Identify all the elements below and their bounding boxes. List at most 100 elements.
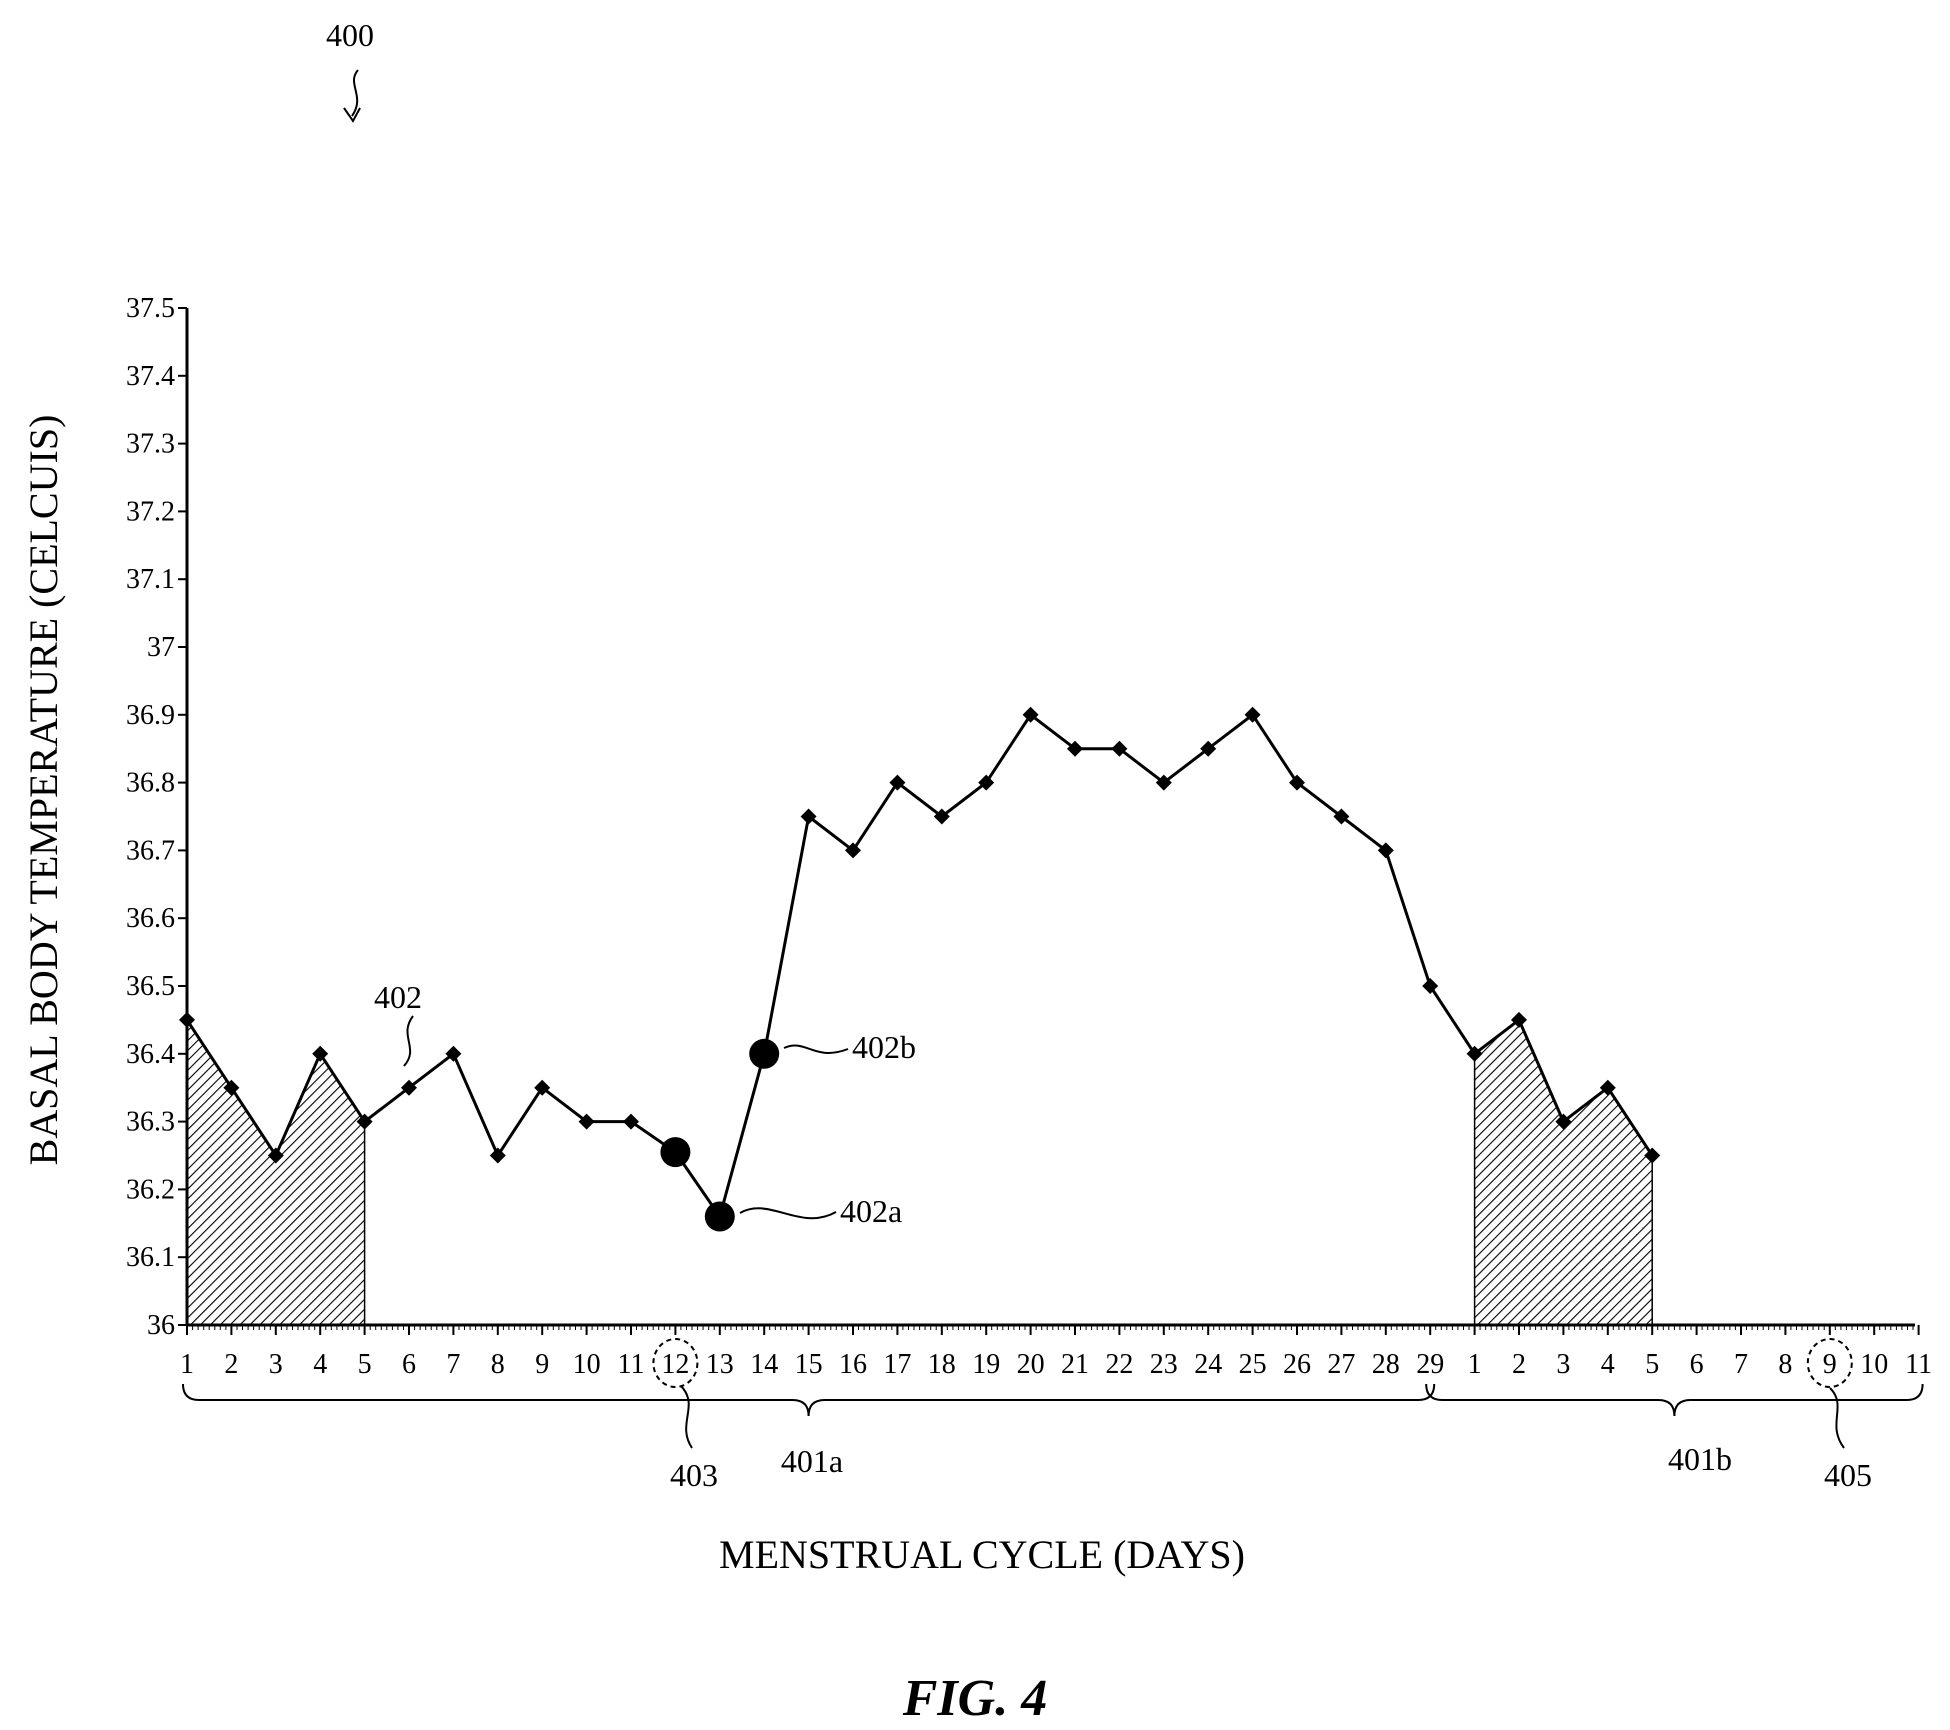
- x-tick-label: 28: [1372, 1349, 1400, 1380]
- x-tick-label: 22: [1105, 1349, 1133, 1380]
- data-point: [1067, 740, 1083, 757]
- y-tick-label: 37: [147, 632, 175, 663]
- data-point: [1599, 1079, 1616, 1096]
- circled-day-marker: [652, 1338, 699, 1388]
- x-tick-label: 8: [1778, 1349, 1792, 1380]
- x-tick-label: 5: [1645, 1349, 1659, 1380]
- x-tick-label: 7: [1734, 1349, 1748, 1380]
- figure-caption: FIG. 4: [902, 1670, 1047, 1727]
- leader-circled-day-a: [680, 1385, 693, 1449]
- x-tick-label: 1: [1468, 1349, 1482, 1380]
- cycle-brace: [1425, 1383, 1924, 1417]
- data-point: [889, 774, 906, 791]
- x-tick-label: 26: [1283, 1349, 1311, 1380]
- ref-series-line: 402: [374, 979, 422, 1015]
- data-point: [578, 1113, 595, 1130]
- data-point: [800, 808, 817, 825]
- x-tick-label: 29: [1416, 1349, 1444, 1380]
- data-point: [1511, 1011, 1527, 1028]
- y-ticks: 37.5 37.4 37.3 37.2 37.1 37 36.9 36.8 36.7 36.6 36…: [126, 293, 187, 1341]
- highlight-point: [660, 1137, 691, 1168]
- x-tick-label: 1: [180, 1349, 194, 1380]
- x-tick-label: 6: [1690, 1349, 1704, 1380]
- data-point: [1022, 706, 1039, 723]
- data-point: [1555, 1113, 1572, 1130]
- x-tick-label: 2: [1512, 1349, 1526, 1380]
- x-tick-label: 15: [795, 1349, 823, 1380]
- x-minor-tick-marks: [186, 1325, 1914, 1330]
- x-tick-label: 4: [313, 1349, 327, 1380]
- leader-point-a: [739, 1207, 837, 1220]
- x-tick-label: 19: [972, 1349, 1000, 1380]
- x-ticks: 1 2 3 4 5 6 7 8 9 10 11 12 13 14 15 16 17 18 19 20 21 22 23 24 2…: [180, 1325, 1932, 1388]
- y-tick-label: 37.1: [126, 564, 175, 595]
- data-point: [534, 1079, 551, 1096]
- data-point: [1289, 774, 1305, 791]
- data-point: [978, 774, 995, 791]
- x-tick-label: 5: [358, 1349, 372, 1380]
- leader-circled-day-b: [1829, 1387, 1845, 1449]
- x-tick-label: 14: [750, 1349, 778, 1380]
- x-tick-label: 24: [1194, 1349, 1222, 1380]
- x-tick-label: 12: [661, 1349, 689, 1380]
- x-tick-label: 7: [446, 1349, 460, 1380]
- data-point: [623, 1113, 639, 1130]
- x-tick-label: 17: [883, 1349, 911, 1380]
- shaded-region-1: [186, 1017, 366, 1326]
- series-line: [185, 713, 1654, 1218]
- data-point: [223, 1079, 240, 1096]
- y-tick-label: 36.5: [126, 971, 175, 1002]
- x-tick-label: 9: [535, 1349, 549, 1380]
- data-point: [933, 808, 950, 825]
- y-tick-label: 36.4: [126, 1039, 175, 1070]
- x-tick-label: 13: [706, 1349, 734, 1380]
- data-point: [489, 1147, 506, 1164]
- y-tick-label: 36.1: [126, 1242, 175, 1273]
- data-point: [845, 842, 861, 859]
- x-tick-label: 4: [1601, 1349, 1615, 1380]
- data-point: [1244, 706, 1261, 723]
- data-point: [1644, 1147, 1661, 1164]
- x-axis-title: MENSTRUAL CYCLE (DAYS): [719, 1532, 1245, 1577]
- x-tick-label: 6: [402, 1349, 416, 1380]
- x-tick-label: 8: [491, 1349, 505, 1380]
- highlight-point: [749, 1038, 780, 1069]
- x-tick-label: 11: [618, 1349, 645, 1380]
- x-tick-label: 25: [1239, 1349, 1267, 1380]
- circled-day-marker: [1806, 1338, 1853, 1388]
- ref-point-b: 402b: [852, 1029, 916, 1065]
- y-tick-label: 36.6: [126, 903, 175, 934]
- series-temperature: [179, 706, 1661, 1232]
- ref-circled-day-a: 403: [670, 1457, 718, 1493]
- x-tick-label: 10: [1860, 1349, 1888, 1380]
- figure-ref-arrow: [351, 69, 359, 117]
- y-tick-label: 37.3: [126, 429, 175, 460]
- y-tick-label: 36.3: [126, 1107, 175, 1138]
- x-tick-label: 18: [928, 1349, 956, 1380]
- data-point: [179, 1011, 195, 1028]
- x-tick-label: 3: [1556, 1349, 1570, 1380]
- x-tick-label: 23: [1150, 1349, 1178, 1380]
- y-tick-label: 36: [147, 1310, 175, 1341]
- figure-ref-number: 400: [326, 17, 374, 53]
- data-point: [267, 1147, 284, 1164]
- data-point: [1155, 774, 1172, 791]
- shaded-regions: [186, 1017, 1653, 1326]
- ref-cycle-b: 401b: [1668, 1441, 1732, 1477]
- x-minor-ticks: [186, 1325, 1914, 1330]
- data-point: [401, 1079, 417, 1096]
- y-tick-label: 36.2: [126, 1174, 175, 1205]
- leader-series-line: [403, 1015, 414, 1067]
- x-tick-label: 3: [269, 1349, 283, 1380]
- figure-ref-arrowhead: [343, 107, 361, 123]
- data-point: [1466, 1045, 1483, 1062]
- x-tick-label: 11: [1905, 1349, 1932, 1380]
- x-tick-label: 9: [1823, 1349, 1837, 1380]
- data-point: [1333, 808, 1350, 825]
- ref-point-a: 402a: [840, 1193, 902, 1229]
- cycle-brace: [182, 1383, 1436, 1417]
- x-tick-label: 20: [1017, 1349, 1045, 1380]
- highlight-point: [704, 1201, 735, 1232]
- y-tick-label: 36.8: [126, 768, 175, 799]
